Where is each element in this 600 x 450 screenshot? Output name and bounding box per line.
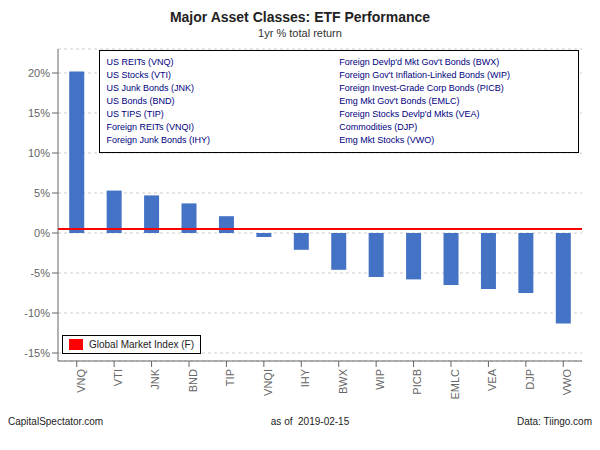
svg-text:DJP: DJP xyxy=(524,369,536,390)
html-text:Foreign Invest-Grade Corp Bond: Foreign Invest-Grade Corp Bonds (PICB) xyxy=(339,83,504,93)
html-text:Foreign Junk Bonds (IHY): Foreign Junk Bonds (IHY) xyxy=(106,135,210,145)
html-text:Global Market Index (F): Global Market Index (F) xyxy=(89,339,194,350)
html-text:Commodities (DJP): Commodities (DJP) xyxy=(339,122,418,132)
html-text:US Bonds (BND): US Bonds (BND) xyxy=(106,96,175,106)
html-text:Major Asset Classes: ETF Perfo: Major Asset Classes: ETF Performance xyxy=(169,9,431,25)
svg-text:0%: 0% xyxy=(34,227,50,239)
svg-text:TIP: TIP xyxy=(224,369,236,386)
svg-text:VNQI: VNQI xyxy=(262,369,274,396)
html-text:Foreign Stocks Devlp'd Mkts (V: Foreign Stocks Devlp'd Mkts (VEA) xyxy=(339,109,480,119)
html-text:Emg Mkt Stocks (VWO): Emg Mkt Stocks (VWO) xyxy=(339,135,435,145)
html-text:US TIPS (TIP): US TIPS (TIP) xyxy=(106,109,164,119)
svg-text:-15%: -15% xyxy=(24,347,50,359)
html-text:Foreign REITs (VNQI): Foreign REITs (VNQI) xyxy=(106,122,194,132)
html-text:US Stocks (VTI): US Stocks (VTI) xyxy=(106,70,171,80)
html-text:Emg Mkt Gov't Bonds (EMLC): Emg Mkt Gov't Bonds (EMLC) xyxy=(339,96,460,106)
html-text:Foreign Gov't Inflation-Linked: Foreign Gov't Inflation-Linked Bonds (WI… xyxy=(339,70,510,80)
svg-text:VTI: VTI xyxy=(112,369,124,386)
svg-text:VNQ: VNQ xyxy=(75,369,87,393)
svg-text:-10%: -10% xyxy=(24,307,50,319)
svg-text:IHY: IHY xyxy=(299,368,311,387)
svg-text:-5%: -5% xyxy=(30,267,50,279)
svg-text:JNK: JNK xyxy=(149,368,161,389)
svg-text:EMLC: EMLC xyxy=(449,369,461,400)
svg-text:WIP: WIP xyxy=(374,369,386,390)
svg-text:10%: 10% xyxy=(28,147,50,159)
svg-text:BWX: BWX xyxy=(337,368,349,394)
html-text:US Junk Bonds (JNK): US Junk Bonds (JNK) xyxy=(106,83,194,93)
svg-text:VEA: VEA xyxy=(486,368,498,391)
svg-text:20%: 20% xyxy=(28,67,50,79)
html-text:as of 2019-02-15: as of 2019-02-15 xyxy=(270,416,350,427)
html-text:CapitalSpectator.com: CapitalSpectator.com xyxy=(8,416,104,427)
html-text:US REITs (VNQ): US REITs (VNQ) xyxy=(106,57,174,67)
html-text:1yr % total return: 1yr % total return xyxy=(258,27,342,39)
svg-text:15%: 15% xyxy=(28,107,50,119)
svg-text:5%: 5% xyxy=(34,187,50,199)
svg-text:BND: BND xyxy=(187,369,199,392)
html-text:Foreign Devlp'd Mkt Gov't Bond: Foreign Devlp'd Mkt Gov't Bonds (BWX) xyxy=(339,57,500,67)
html-text:Data: Tiingo.com: Data: Tiingo.com xyxy=(517,416,592,427)
svg-text:VWO: VWO xyxy=(561,369,573,396)
svg-text:PICB: PICB xyxy=(411,369,423,395)
